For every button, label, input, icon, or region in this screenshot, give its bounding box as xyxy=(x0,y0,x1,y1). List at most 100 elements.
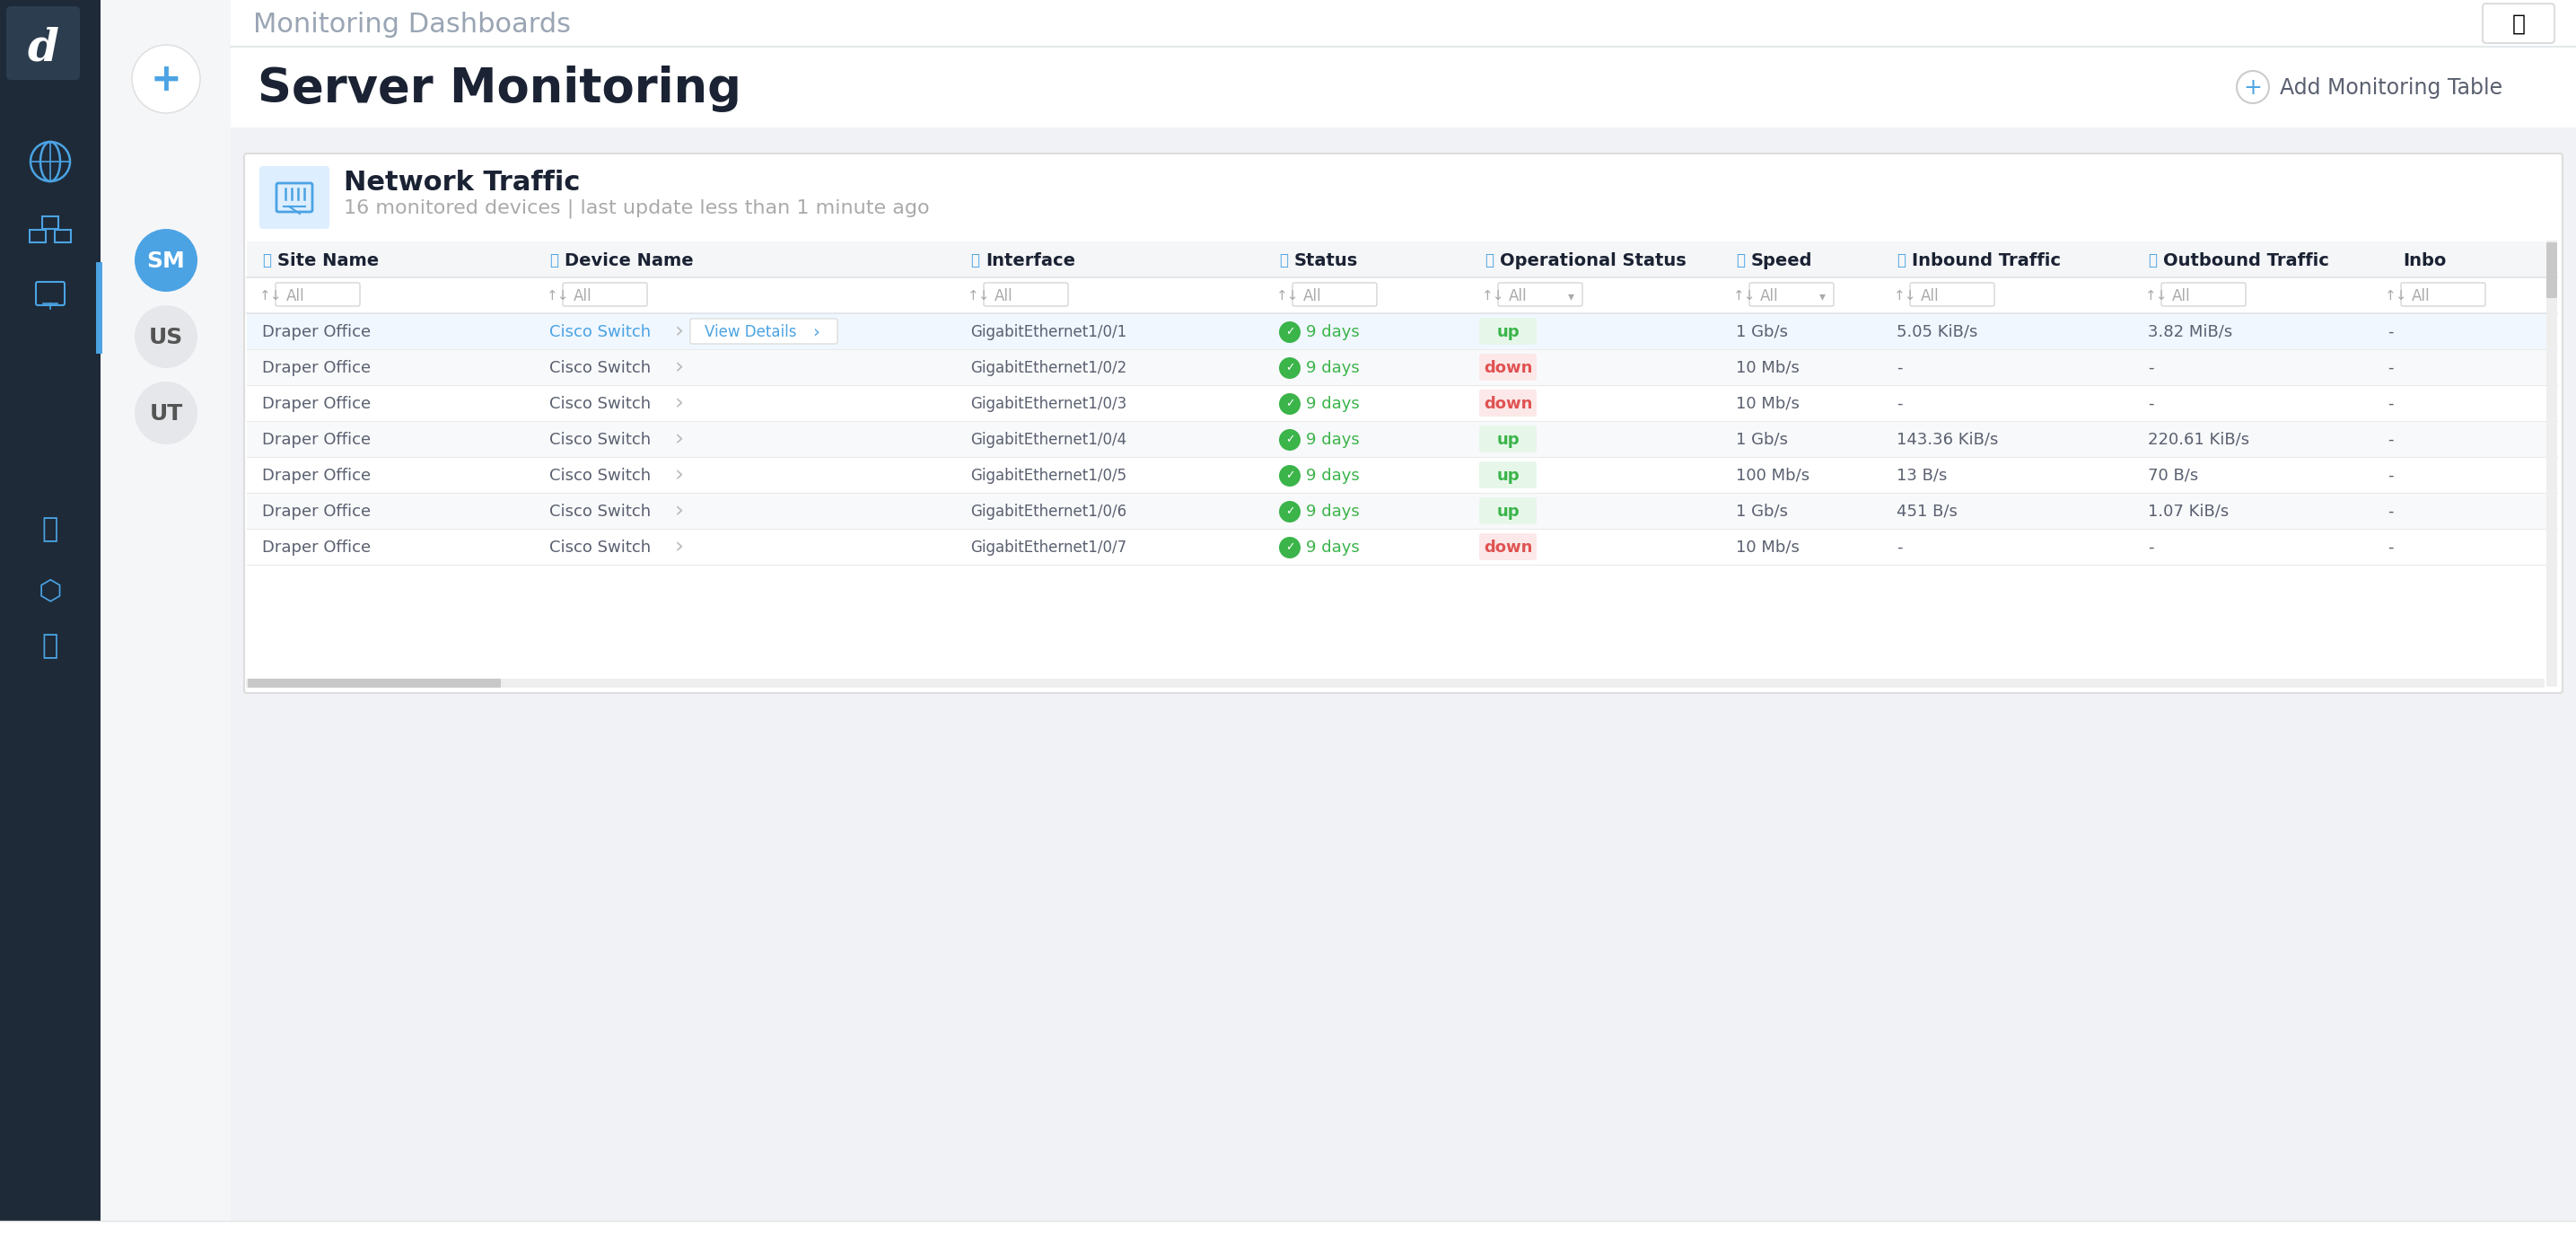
FancyBboxPatch shape xyxy=(2548,242,2558,297)
Text: ›: › xyxy=(675,537,685,558)
Text: 9 days: 9 days xyxy=(1306,324,1360,340)
Text: -: - xyxy=(1896,395,1904,412)
Text: GigabitEthernet1/0/1: GigabitEthernet1/0/1 xyxy=(971,324,1126,340)
Text: -: - xyxy=(2148,395,2154,412)
Text: 📖: 📖 xyxy=(2512,14,2524,35)
Text: -: - xyxy=(1896,540,1904,556)
Text: ⬡: ⬡ xyxy=(39,580,62,605)
Text: +: + xyxy=(149,61,183,99)
FancyBboxPatch shape xyxy=(247,528,2558,565)
FancyBboxPatch shape xyxy=(690,319,837,344)
FancyBboxPatch shape xyxy=(247,679,500,688)
Text: Monitoring Dashboards: Monitoring Dashboards xyxy=(252,11,572,38)
FancyBboxPatch shape xyxy=(247,314,2558,349)
Text: ↑↓: ↑↓ xyxy=(546,290,569,302)
Text: -: - xyxy=(2388,360,2393,376)
Text: All: All xyxy=(1922,289,1940,304)
Text: Speed: Speed xyxy=(1752,252,1814,269)
FancyBboxPatch shape xyxy=(1293,282,1376,306)
Circle shape xyxy=(2236,72,2269,103)
Text: ›: › xyxy=(675,429,685,451)
Text: Draper Office: Draper Office xyxy=(263,324,371,340)
Text: 9 days: 9 days xyxy=(1306,540,1360,556)
Text: Inbound Traffic: Inbound Traffic xyxy=(1911,252,2061,269)
Text: GigabitEthernet1/0/7: GigabitEthernet1/0/7 xyxy=(971,540,1126,556)
FancyBboxPatch shape xyxy=(1479,354,1538,380)
Text: ›: › xyxy=(811,324,819,340)
FancyBboxPatch shape xyxy=(232,128,2576,156)
Text: ›: › xyxy=(675,466,685,487)
Text: ↑↓: ↑↓ xyxy=(1481,290,1504,302)
Text: ↑↓: ↑↓ xyxy=(1734,290,1757,302)
Text: ↑↓: ↑↓ xyxy=(2385,290,2409,302)
FancyBboxPatch shape xyxy=(247,241,2558,277)
Text: 1 Gb/s: 1 Gb/s xyxy=(1736,503,1788,520)
Text: ⬧: ⬧ xyxy=(1736,252,1744,269)
Text: GigabitEthernet1/0/2: GigabitEthernet1/0/2 xyxy=(971,360,1126,376)
Circle shape xyxy=(134,228,198,291)
Text: View Details: View Details xyxy=(706,324,796,340)
Text: 9 days: 9 days xyxy=(1306,360,1360,376)
Text: +: + xyxy=(2244,78,2262,99)
FancyBboxPatch shape xyxy=(232,695,2576,1255)
Text: ›: › xyxy=(675,393,685,414)
FancyBboxPatch shape xyxy=(1479,425,1538,453)
Text: All: All xyxy=(574,289,592,304)
Text: -: - xyxy=(2388,540,2393,556)
FancyBboxPatch shape xyxy=(245,153,2563,693)
Text: 5.05 KiB/s: 5.05 KiB/s xyxy=(1896,324,1978,340)
Text: GigabitEthernet1/0/3: GigabitEthernet1/0/3 xyxy=(971,395,1126,412)
Text: Outbound Traffic: Outbound Traffic xyxy=(2164,252,2329,269)
FancyBboxPatch shape xyxy=(247,385,2558,420)
Text: ⬧: ⬧ xyxy=(1280,252,1288,269)
Text: ✓: ✓ xyxy=(1285,542,1296,553)
Text: ⬧: ⬧ xyxy=(1484,252,1494,269)
FancyBboxPatch shape xyxy=(2483,4,2555,43)
Text: 143.36 KiB/s: 143.36 KiB/s xyxy=(1896,432,1999,448)
Text: 1 Gb/s: 1 Gb/s xyxy=(1736,432,1788,448)
FancyBboxPatch shape xyxy=(276,282,361,306)
Circle shape xyxy=(1280,321,1301,343)
FancyBboxPatch shape xyxy=(1479,497,1538,525)
Text: Cisco Switch: Cisco Switch xyxy=(549,432,652,448)
FancyBboxPatch shape xyxy=(562,282,647,306)
Text: ⬧: ⬧ xyxy=(549,252,559,269)
Text: SM: SM xyxy=(147,251,185,272)
FancyBboxPatch shape xyxy=(2161,282,2246,306)
FancyBboxPatch shape xyxy=(260,166,330,228)
Text: ⬧: ⬧ xyxy=(971,252,979,269)
Text: up: up xyxy=(1497,432,1520,448)
Text: ↑↓: ↑↓ xyxy=(1893,290,1917,302)
Text: 16 monitored devices | last update less than 1 minute ago: 16 monitored devices | last update less … xyxy=(343,198,930,218)
FancyBboxPatch shape xyxy=(247,457,2558,493)
Text: All: All xyxy=(1759,289,1777,304)
Circle shape xyxy=(1280,429,1301,451)
Circle shape xyxy=(134,382,198,444)
Text: Draper Office: Draper Office xyxy=(263,395,371,412)
Text: 3.82 MiB/s: 3.82 MiB/s xyxy=(2148,324,2233,340)
Circle shape xyxy=(1280,537,1301,558)
Circle shape xyxy=(1280,466,1301,487)
Text: d: d xyxy=(28,26,59,70)
Text: All: All xyxy=(2172,289,2190,304)
Text: 10 Mb/s: 10 Mb/s xyxy=(1736,540,1801,556)
Circle shape xyxy=(1280,358,1301,379)
FancyBboxPatch shape xyxy=(1749,282,1834,306)
Text: down: down xyxy=(1484,540,1533,556)
Text: GigabitEthernet1/0/6: GigabitEthernet1/0/6 xyxy=(971,503,1126,520)
Text: ↑↓: ↑↓ xyxy=(260,290,283,302)
Text: All: All xyxy=(1303,289,1321,304)
Text: -: - xyxy=(2388,468,2393,484)
FancyBboxPatch shape xyxy=(1479,318,1538,345)
Text: 🔔: 🔔 xyxy=(41,517,59,542)
FancyBboxPatch shape xyxy=(984,282,1069,306)
FancyBboxPatch shape xyxy=(232,46,2576,128)
FancyBboxPatch shape xyxy=(1479,389,1538,417)
FancyBboxPatch shape xyxy=(247,493,2558,528)
Text: Cisco Switch: Cisco Switch xyxy=(549,324,652,340)
Text: up: up xyxy=(1497,324,1520,340)
Text: -: - xyxy=(2388,324,2393,340)
Text: ↑↓: ↑↓ xyxy=(2146,290,2169,302)
Text: Draper Office: Draper Office xyxy=(263,360,371,376)
Circle shape xyxy=(1280,501,1301,522)
